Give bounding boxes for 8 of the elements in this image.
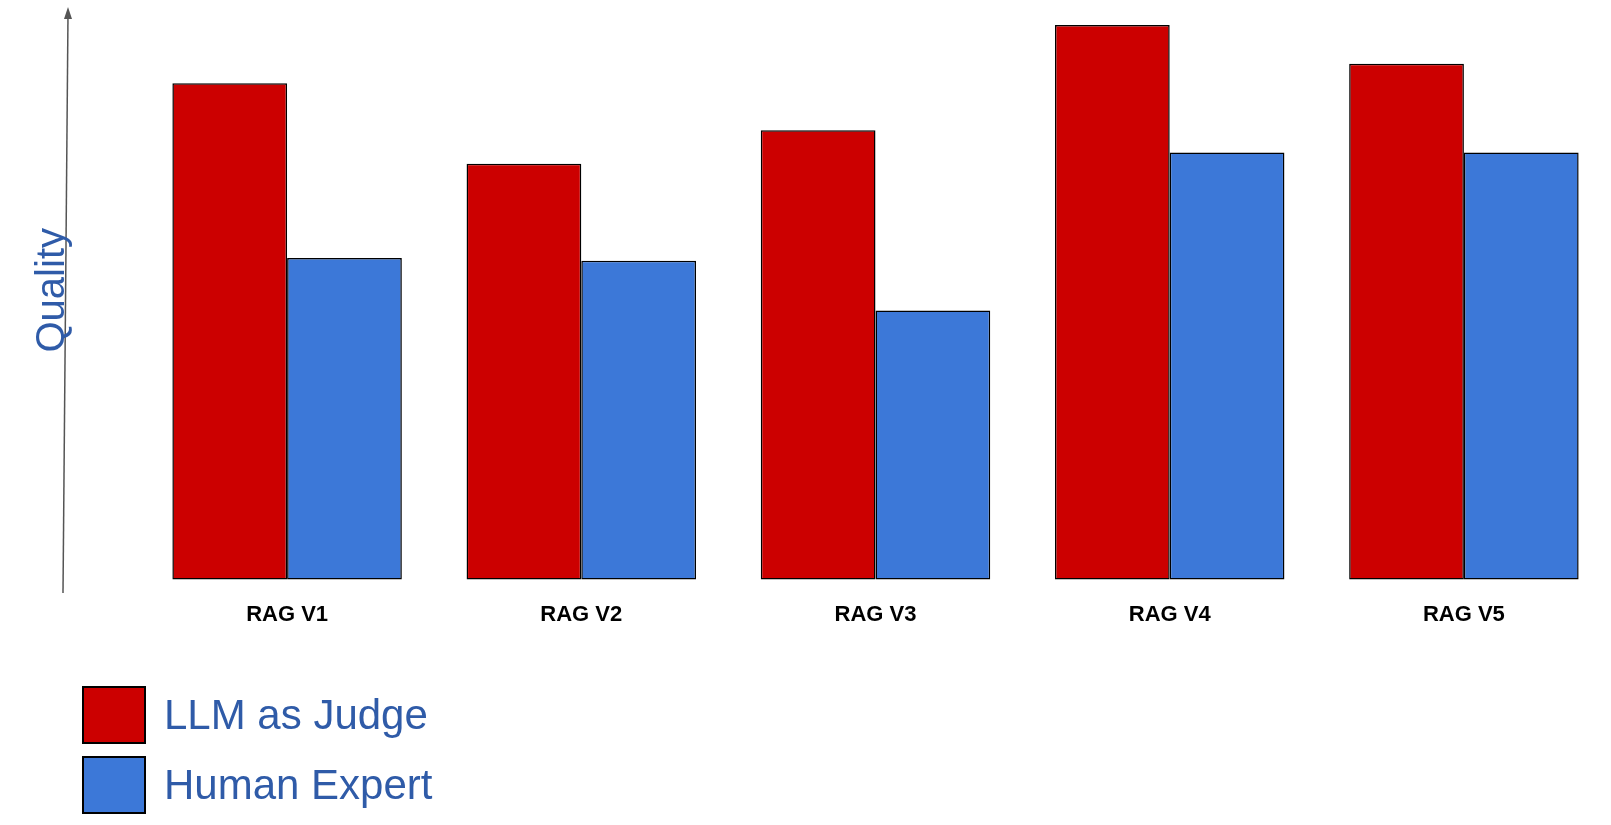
y-axis-title: Quality (27, 228, 73, 353)
x-tick-label: RAG V1 (246, 600, 329, 626)
x-tick-label: RAG V2 (540, 600, 623, 626)
legend-label: Human Expert (164, 761, 433, 809)
x-tick-label: RAG V3 (834, 600, 917, 626)
x-tick-label: RAG V5 (1422, 600, 1505, 626)
legend-label: LLM as Judge (164, 691, 428, 739)
x-tick-label: RAG V4 (1128, 600, 1212, 626)
